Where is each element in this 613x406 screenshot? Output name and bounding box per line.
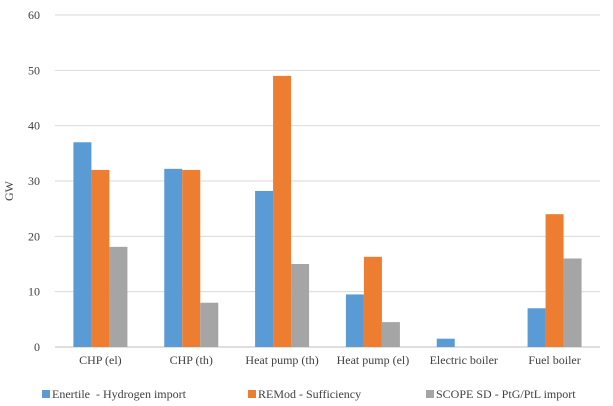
legend-entry: Enertile - Hydrogen import (52, 387, 187, 401)
legend-swatch (248, 390, 256, 398)
x-axis: CHP (el) CHP (th) Heat pump (th) Heat pump … (79, 353, 581, 367)
x-category-label: Electric boiler (430, 353, 498, 367)
bar (563, 258, 582, 347)
bar (164, 168, 183, 347)
y-tick-label: 10 (28, 285, 40, 299)
x-category-label: CHP (el) (79, 353, 122, 367)
legend: Enertile - Hydrogen import REMod - Suffic… (42, 387, 576, 401)
legend-swatch (426, 390, 434, 398)
x-category-label: Heat pump (th) (245, 353, 318, 367)
legend-swatch (42, 390, 50, 398)
bar (345, 294, 364, 347)
y-tick-label: 40 (28, 119, 40, 133)
bar (436, 338, 455, 347)
y-tick-label: 60 (28, 8, 40, 22)
y-tick-label: 50 (28, 63, 40, 77)
bar (200, 302, 219, 347)
x-category-label: Fuel boiler (528, 353, 580, 367)
y-axis-title: GW (2, 180, 16, 201)
bar (91, 169, 110, 347)
bar (381, 322, 400, 347)
legend-entry: SCOPE SD - PtG/PtL import (436, 387, 576, 401)
bars (73, 75, 582, 347)
x-category-label: Heat pump (el) (337, 353, 410, 367)
gridlines (55, 14, 600, 348)
bar (527, 308, 546, 347)
bar (545, 214, 564, 347)
bar (273, 75, 292, 347)
y-tick-label: 20 (28, 229, 40, 243)
y-tick-label: 30 (28, 174, 40, 188)
x-category-label: CHP (th) (170, 353, 213, 367)
bar (255, 190, 274, 347)
bar (109, 246, 128, 347)
bar (73, 142, 92, 347)
bar (182, 169, 201, 347)
bar (291, 264, 310, 347)
legend-entry: REMod - Sufficiency (258, 387, 361, 401)
y-tick-label: 0 (34, 340, 40, 354)
y-axis: 0 10 20 30 40 50 60 (28, 8, 40, 354)
bar (363, 256, 382, 347)
